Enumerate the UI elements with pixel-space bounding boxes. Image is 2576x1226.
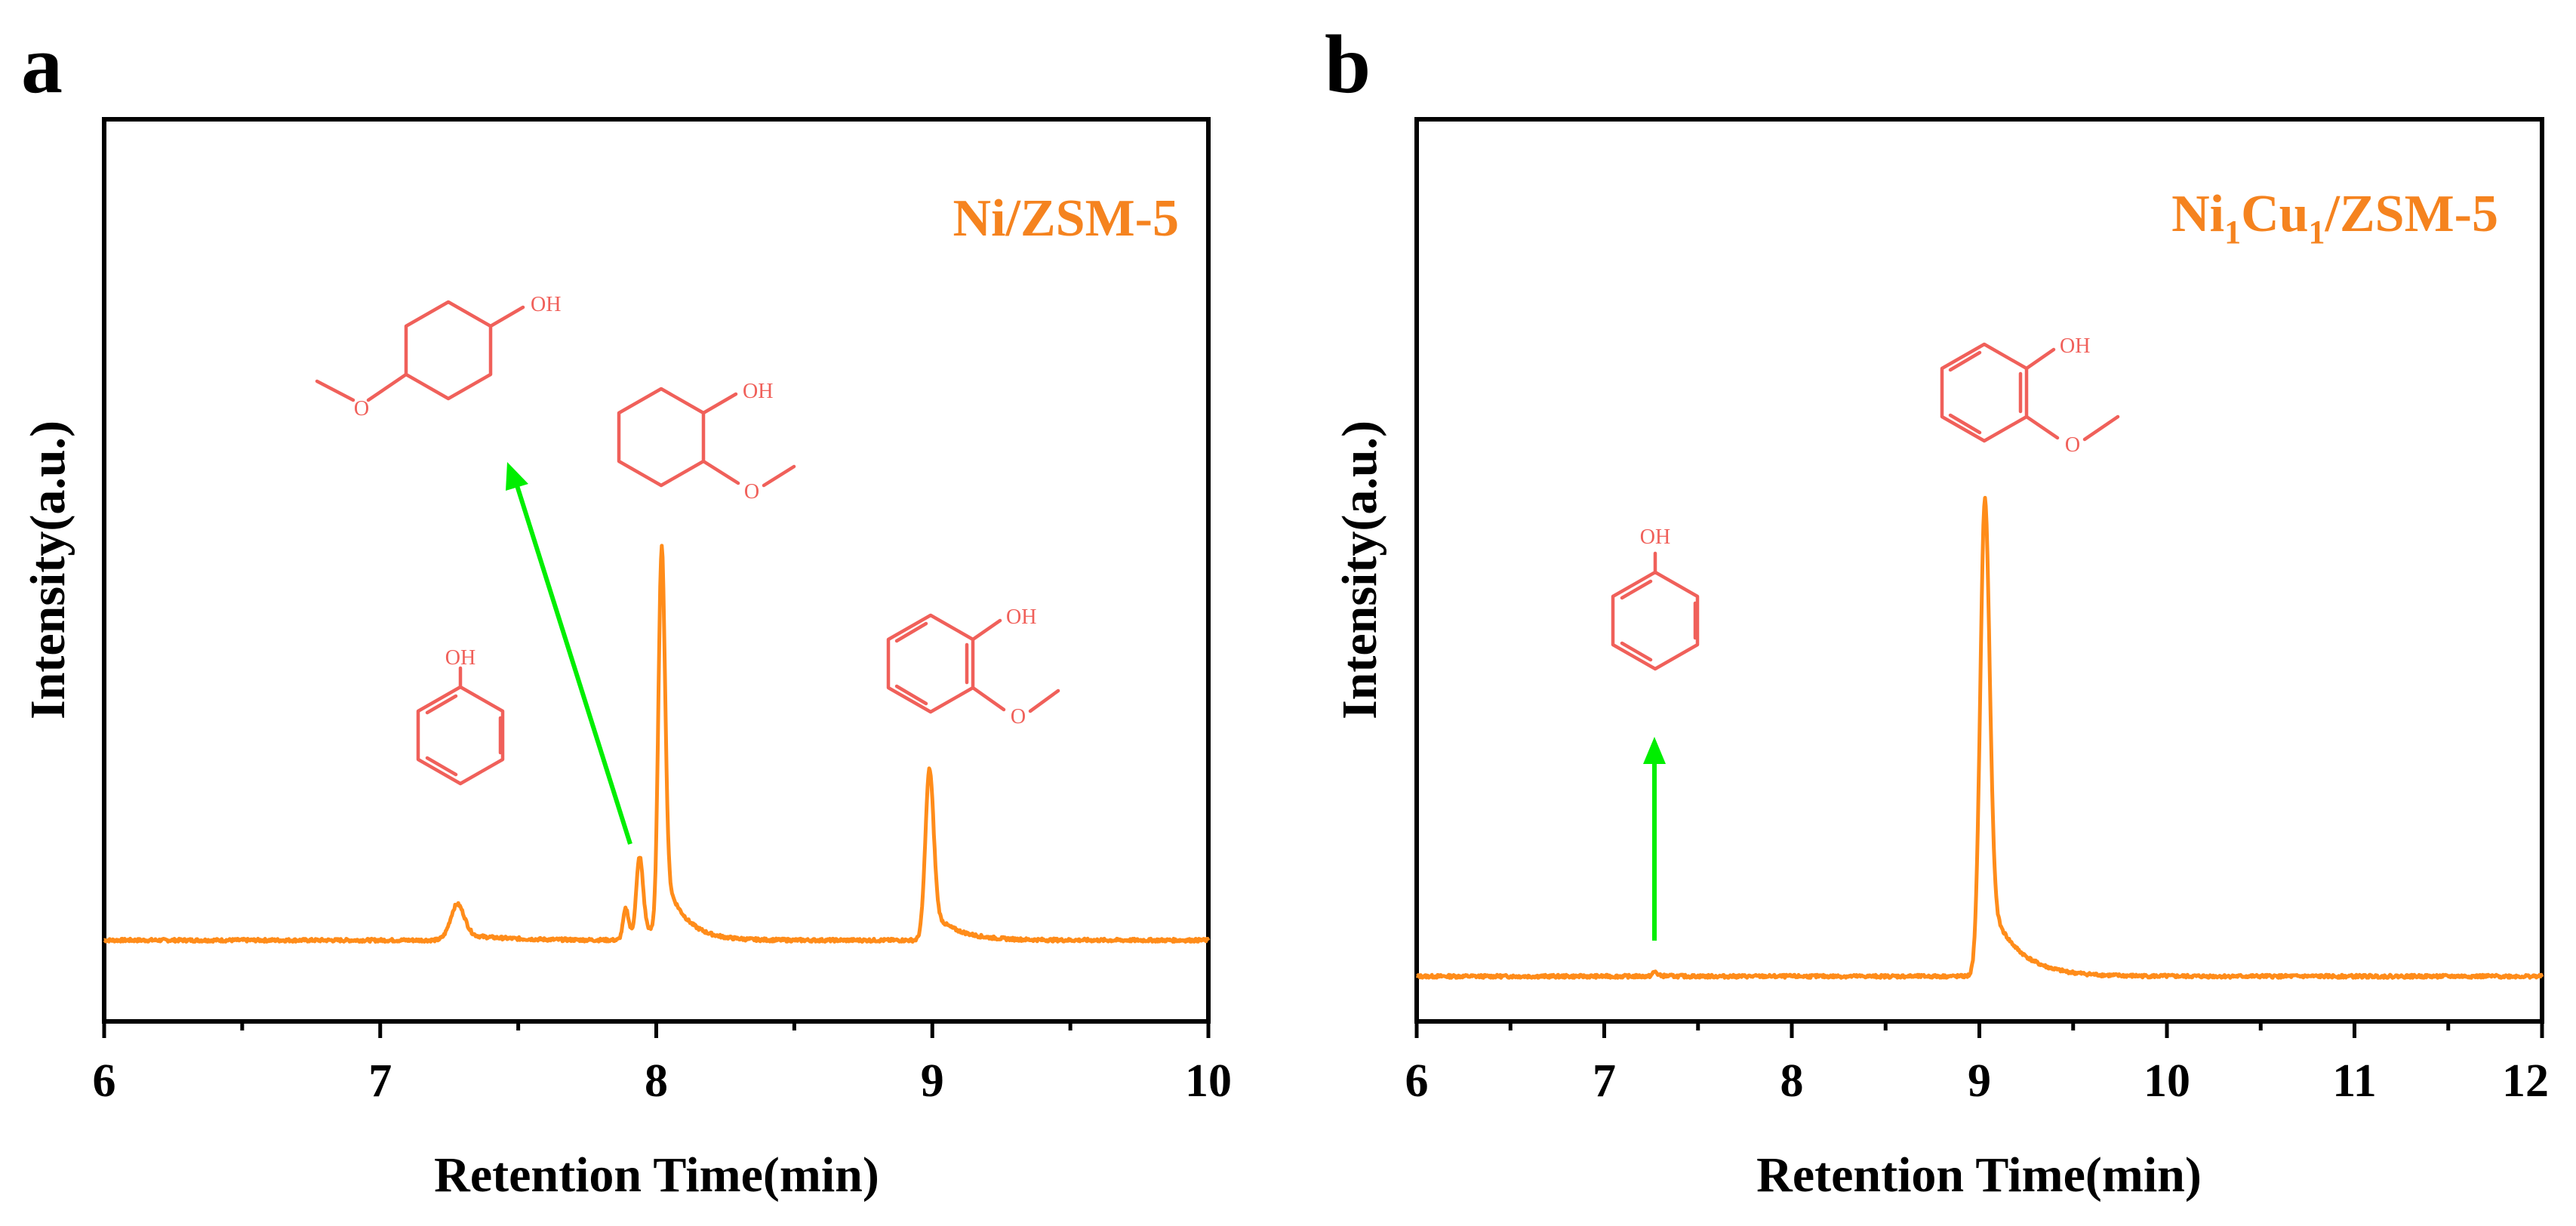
panel-b-plot-frame xyxy=(1414,117,2544,1024)
benzene-ring xyxy=(1940,342,2029,443)
o-bond xyxy=(701,459,740,485)
o-label: O xyxy=(2065,433,2080,457)
ring-double-bond xyxy=(1620,579,1653,600)
o-bond xyxy=(366,372,408,402)
panel-a-tick-label: 10 xyxy=(1185,1055,1232,1107)
ring-double-bond xyxy=(894,621,928,643)
cyclohexane-ring xyxy=(404,300,493,401)
methyl-bond xyxy=(315,379,355,402)
benzene-ring xyxy=(886,613,975,714)
panel-a-tick-label: 7 xyxy=(368,1055,392,1107)
panel-b-letter: b xyxy=(1325,18,1371,110)
panel-b-y-axis-label: Intensity(a.u.) xyxy=(1332,420,1387,719)
panel-a-tick-label: 6 xyxy=(93,1055,116,1107)
oh-bond xyxy=(701,392,738,415)
panel-b-tick-label: 11 xyxy=(2332,1055,2377,1107)
panel-a-guaiacol-structure: OH O xyxy=(886,605,1060,729)
methyl-bond xyxy=(1028,688,1060,713)
panel-a-phenol-structure: OH xyxy=(416,646,505,786)
o-label: O xyxy=(354,397,369,420)
panel-a-x-ticks xyxy=(102,1021,1211,1038)
methyl-bond xyxy=(2082,414,2120,442)
panel-a-letter: a xyxy=(21,18,63,110)
arrow-shaft xyxy=(514,482,632,845)
ring-double-bond xyxy=(425,756,458,777)
benzene-ring xyxy=(416,685,505,786)
panel-b-tick-label: 6 xyxy=(1405,1055,1429,1107)
panel-a-tick-label: 9 xyxy=(921,1055,944,1107)
ring-double-bond xyxy=(1620,641,1653,662)
arrow-head xyxy=(1643,737,1666,764)
panel-b-tick-label: 9 xyxy=(1968,1055,1991,1107)
panel-b-tick-label: 10 xyxy=(2144,1055,2190,1107)
oh-label: OH xyxy=(2060,334,2090,358)
oh-bond xyxy=(971,618,1002,642)
panel-a-y-axis-label: Intensity(a.u.) xyxy=(20,420,75,719)
panel-a-x-axis-label: Retention Time(min) xyxy=(434,1147,879,1203)
ring-double-bond xyxy=(425,694,458,715)
oh-bond xyxy=(2024,347,2056,371)
ring-double-bond xyxy=(894,684,928,706)
oh-label: OH xyxy=(445,646,475,670)
panel-a-green-arrow xyxy=(506,462,632,845)
oh-bond xyxy=(488,305,525,328)
panel-b-x-axis-label: Retention Time(min) xyxy=(1756,1147,2202,1203)
panel-b-x-ticks xyxy=(1414,1021,2544,1038)
ring-double-bond xyxy=(1948,350,1982,372)
panel-b-tick-label: 12 xyxy=(2502,1055,2549,1107)
panel-a-tick-label: 8 xyxy=(645,1055,668,1107)
panel-a-chromatogram-trace xyxy=(103,544,1211,944)
panel-a-series-label: Ni/ZSM-5 xyxy=(953,189,1179,248)
o-label: O xyxy=(1011,705,1026,729)
arrow-head xyxy=(506,462,528,491)
o-label: O xyxy=(744,480,759,504)
panel-b-series-label: Ni1Cu1/ZSM-5 xyxy=(2171,185,2498,251)
ring-double-bond xyxy=(1948,413,1982,435)
panel-b-tick-label: 8 xyxy=(1780,1055,1804,1107)
o-bond xyxy=(971,685,1006,712)
methyl-bond xyxy=(762,464,796,488)
oh-label: OH xyxy=(1006,605,1036,629)
panel-a-methoxycyclohexanol-structure: OH O xyxy=(315,293,561,420)
benzene-ring xyxy=(1611,570,1700,671)
panel-b-green-arrow xyxy=(1643,737,1666,941)
oh-label: OH xyxy=(1640,525,1670,549)
cyclohexane-ring xyxy=(617,387,706,488)
oh-label: OH xyxy=(531,293,561,316)
panel-a-methoxycyclohexanol-2-structure: OH O xyxy=(617,380,796,504)
panel-b-tick-label: 7 xyxy=(1593,1055,1616,1107)
oh-label: OH xyxy=(743,380,773,403)
o-bond xyxy=(2024,414,2060,440)
panel-a: a 6 7 8 9 10 Retention Time(min) Intensi… xyxy=(20,18,1232,1203)
panel-b-phenol-structure: OH xyxy=(1611,525,1700,671)
panel-b-guaiacol-structure: OH O xyxy=(1940,334,2120,457)
panel-b-chromatogram-trace xyxy=(1415,495,2544,980)
panel-b: b 6 7 8 9 10 11 12 Retention Time(min) I… xyxy=(1325,18,2549,1203)
